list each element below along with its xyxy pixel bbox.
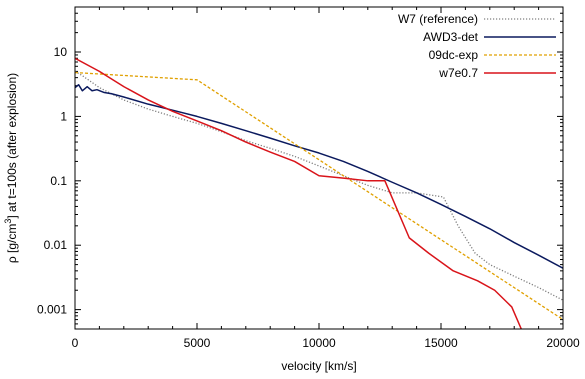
plot-frame [74,6,564,330]
y-axis-label-superscript: 3 [3,219,13,224]
legend-label-4: w7e0.7 [438,66,478,80]
series-line-2 [75,84,563,269]
y-axis-label-suffix: ] at t=100s (after explosion) [5,73,19,219]
y-tick-label: 10 [54,45,68,59]
x-tick-label: 10000 [302,336,336,350]
y-tick-label: 0.01 [44,238,68,252]
x-tick-label: 0 [72,336,79,350]
axis-ticks: 0 5000 10000 15000 20000 0.001 0.01 0.1 1 10 [37,6,580,350]
y-tick-label: 1 [60,109,67,123]
series-line-4 [75,57,523,329]
series-line-3 [75,71,563,321]
series-line-1 [75,70,563,301]
series-layer [75,57,563,329]
x-tick-label: 15000 [424,336,458,350]
y-tick-label: 0.1 [50,174,67,188]
x-axis-label: velocity [km/s] [281,359,356,373]
legend-label-1: W7 (reference) [398,12,478,26]
x-tick-label: 5000 [184,336,211,350]
legend: W7 (reference) AWD3-det 09dc-exp w7e0.7 [398,12,556,80]
legend-label-2: AWD3-det [423,30,479,44]
x-tick-label: 20000 [546,336,580,350]
legend-label-3: 09dc-exp [429,48,479,62]
y-axis-label: ρ [g/cm3] at t=100s (after explosion) [3,73,19,263]
y-tick-label: 0.001 [37,303,67,317]
y-axis-label-prefix: ρ [g/cm [5,224,19,264]
